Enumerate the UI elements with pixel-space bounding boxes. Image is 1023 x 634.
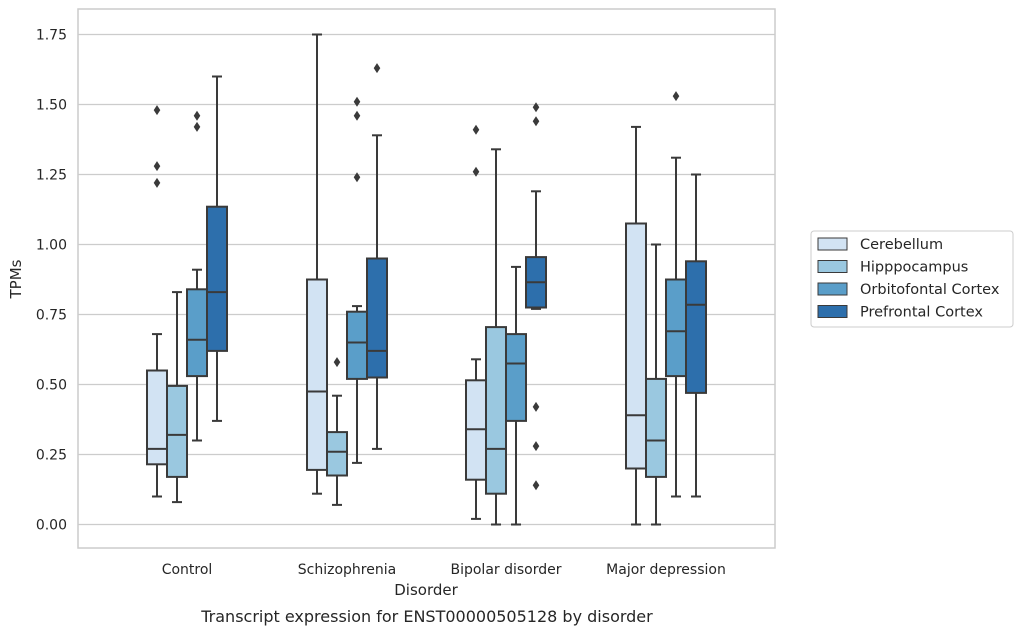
box-iqr — [166, 384, 188, 478]
outlier-point — [373, 63, 381, 74]
outlier-point — [532, 480, 540, 491]
box-cerebellum — [306, 33, 328, 495]
legend-label: Orbitofontal Cortex — [860, 282, 1000, 298]
box-iqr — [146, 369, 168, 466]
box-cerebellum — [465, 124, 487, 520]
y-tick-label: 1.50 — [36, 98, 67, 114]
outlier-point — [472, 166, 480, 177]
box-hipppocampus — [166, 291, 188, 504]
box-iqr — [645, 377, 667, 478]
y-tick-label: 1.00 — [36, 238, 67, 254]
outlier-point — [153, 161, 161, 172]
box-groups — [146, 33, 707, 526]
legend-frame — [810, 230, 1014, 328]
box-iqr — [306, 278, 328, 471]
outlier-point — [532, 102, 540, 113]
y-tick-label: 1.25 — [36, 168, 67, 184]
box-prefrontal-cortex — [366, 63, 388, 450]
outlier-point — [193, 121, 201, 132]
outlier-point — [353, 172, 361, 183]
legend-label: Hipppocampus — [860, 260, 968, 276]
outlier-point — [193, 110, 201, 121]
y-tick-label: 0.50 — [36, 378, 67, 394]
legend-label: Cerebellum — [860, 237, 943, 253]
box-iqr — [485, 326, 507, 495]
box-iqr — [366, 257, 388, 379]
outlier-point — [672, 91, 680, 102]
box-iqr — [186, 288, 208, 378]
y-tick-label: 0.75 — [36, 308, 67, 324]
outlier-point — [532, 401, 540, 412]
legend-swatch — [817, 260, 848, 273]
box-iqr — [346, 310, 368, 380]
outlier-point — [353, 110, 361, 121]
x-axis-ticks: Control Schizophrenia Bipolar disorder Majo… — [162, 562, 726, 578]
x-tick-label: Major depression — [606, 562, 726, 578]
box-prefrontal-cortex — [525, 102, 547, 491]
legend-swatch — [817, 305, 848, 318]
y-axis-label: TPMs — [7, 259, 25, 299]
box-prefrontal-cortex — [685, 173, 707, 498]
box-iqr — [625, 222, 647, 470]
outlier-point — [333, 357, 341, 368]
plot-frame — [77, 8, 776, 549]
box-iqr — [326, 431, 348, 477]
outlier-point — [153, 177, 161, 188]
box-cerebellum — [625, 125, 647, 526]
y-tick-label: 0.00 — [36, 518, 67, 534]
x-tick-label: Control — [162, 562, 213, 578]
box-iqr — [665, 278, 687, 378]
box-iqr — [685, 260, 707, 394]
x-tick-label: Bipolar disorder — [450, 562, 561, 578]
box-orbitofontal-cortex — [346, 96, 368, 464]
chart-caption: Transcript expression for ENST0000050512… — [200, 607, 653, 626]
box-hipppocampus — [485, 148, 507, 526]
legend-label: Prefrontal Cortex — [860, 305, 983, 321]
outlier-point — [472, 124, 480, 135]
box-hipppocampus — [326, 357, 348, 506]
x-axis-label: Disorder — [394, 581, 458, 599]
box-iqr — [505, 333, 527, 422]
box-prefrontal-cortex — [206, 75, 228, 422]
legend: Cerebellum Hipppocampus Orbitofontal Corte… — [810, 230, 1014, 328]
legend-swatch — [817, 282, 848, 296]
box-iqr — [206, 205, 228, 352]
y-tick-label: 0.25 — [36, 448, 67, 464]
x-tick-label: Schizophrenia — [298, 562, 396, 578]
box-cerebellum — [146, 105, 168, 498]
box-orbitofontal-cortex — [186, 110, 208, 442]
outlier-point — [532, 116, 540, 127]
box-orbitofontal-cortex — [505, 265, 527, 526]
legend-swatch — [817, 237, 848, 251]
outlier-point — [153, 105, 161, 116]
outlier-point — [353, 96, 361, 107]
y-axis-ticks: 0.00 0.25 0.50 0.75 1.00 1.25 1.50 1.75 — [36, 28, 67, 534]
box-hipppocampus — [645, 243, 667, 526]
outlier-point — [532, 441, 540, 452]
y-tick-label: 1.75 — [36, 28, 67, 44]
